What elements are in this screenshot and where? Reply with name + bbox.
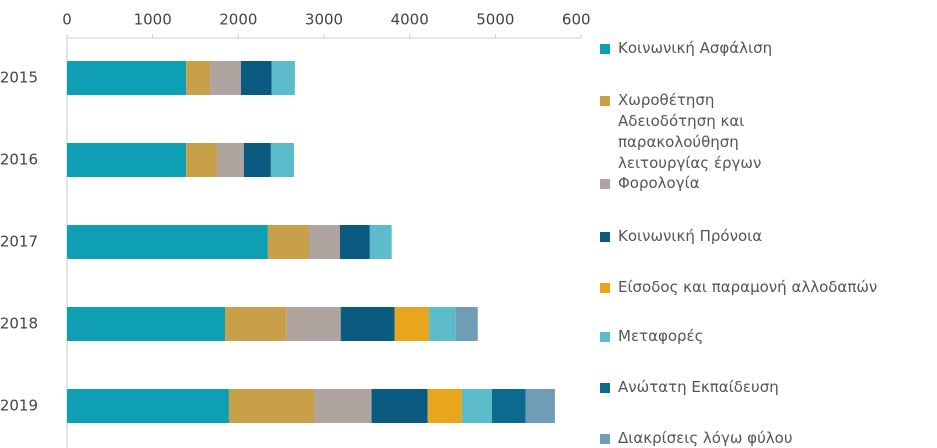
y-tick-label: 2019 [0, 397, 38, 415]
bar-segment [67, 61, 187, 95]
bar-segment [240, 61, 272, 95]
legend-item: Κοινωνική Πρόνοια [600, 226, 937, 247]
legend-label: Χωροθέτηση Αδειοδότηση και παρακολούθηση… [618, 91, 762, 172]
legend-label: Διακρίσεις λόγω φύλου [618, 429, 793, 447]
bar-segment [67, 143, 187, 177]
bar-segment [228, 389, 315, 423]
legend-item: Μεταφορές [600, 326, 937, 347]
legend-label: Μεταφορές [618, 327, 704, 345]
bar-segment [271, 61, 295, 95]
bar-segment [461, 389, 492, 423]
bar-segment [369, 225, 392, 259]
y-tick-label: 2016 [0, 151, 38, 169]
chart: 0 1000 2000 3000 4000 5000 6000 2015 2016 2017 201… [0, 11, 590, 448]
bar-segment [314, 389, 372, 423]
bar-segment [286, 307, 341, 341]
bar-segment [525, 389, 555, 423]
bar-segment [67, 225, 268, 259]
y-tick-label: 2017 [0, 233, 38, 251]
legend-item: Φορολογία [600, 173, 937, 194]
bar-segment [371, 389, 428, 423]
bar-segment [210, 61, 241, 95]
x-tick-label: 6000 [562, 11, 590, 29]
legend-swatch [600, 179, 610, 189]
bar-segment [394, 307, 429, 341]
bar-segment [491, 389, 526, 423]
legend-item: Διακρίσεις λόγω φύλου [600, 428, 937, 448]
x-tick-label: 0 [62, 11, 72, 29]
legend-item: Ανώτατη Εκπαίδευση [600, 377, 937, 398]
legend-label: Κοινωνική Πρόνοια [618, 227, 763, 245]
legend-label: Ανώτατη Εκπαίδευση [618, 378, 779, 396]
bar-segment [67, 307, 226, 341]
legend-label: Κοινωνική Ασφάλιση [618, 39, 773, 57]
legend-swatch [600, 44, 610, 54]
legend-label: Φορολογία [618, 174, 700, 192]
legend-swatch [600, 332, 610, 342]
bar-segment [309, 225, 340, 259]
y-tick-label: 2018 [0, 315, 38, 333]
x-tick-label: 3000 [305, 11, 343, 29]
legend-swatch [600, 383, 610, 393]
bar-segment [267, 225, 310, 259]
bar-segment [186, 143, 217, 177]
x-tick-label: 2000 [219, 11, 257, 29]
legend-swatch [600, 283, 610, 293]
legend-swatch [600, 434, 610, 444]
legend-swatch [600, 232, 610, 242]
legend-item: Κοινωνική Ασφάλιση [600, 38, 937, 59]
x-tick-label: 1000 [134, 11, 172, 29]
bar-segment [67, 389, 229, 423]
bar-segment [216, 143, 244, 177]
bar-segment [340, 307, 395, 341]
bar-segment [225, 307, 287, 341]
bar-segment [270, 143, 295, 177]
bar-segment [186, 61, 211, 95]
x-tick-label: 4000 [391, 11, 429, 29]
y-tick-label: 2015 [0, 69, 38, 87]
legend-item: Είσοδος και παραμονή αλλοδαπών [600, 277, 937, 298]
bar-segment [427, 389, 462, 423]
bar-segment [243, 143, 271, 177]
bar-segment [428, 307, 456, 341]
bar-segment [455, 307, 478, 341]
legend-label: Είσοδος και παραμονή αλλοδαπών [618, 278, 878, 296]
x-tick-label: 5000 [476, 11, 514, 29]
legend-item: Χωροθέτηση Αδειοδότηση και παρακολούθηση… [600, 90, 800, 174]
bar-segment [339, 225, 370, 259]
legend-swatch [600, 96, 610, 106]
